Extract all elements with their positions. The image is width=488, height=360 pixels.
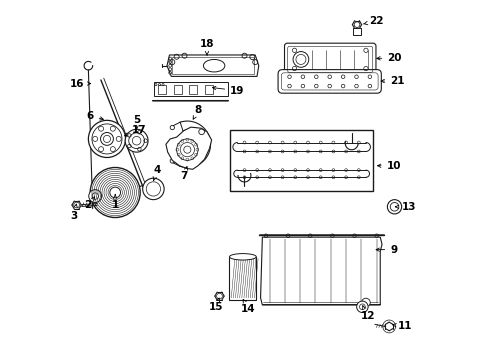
Text: 9: 9 [375, 245, 397, 255]
Text: 2: 2 [84, 197, 95, 210]
Circle shape [99, 126, 103, 131]
Circle shape [110, 147, 115, 152]
Polygon shape [166, 55, 258, 76]
Text: 8: 8 [193, 105, 201, 119]
Circle shape [361, 298, 369, 307]
Text: 22: 22 [363, 16, 383, 26]
Text: 10: 10 [377, 161, 400, 171]
Text: 14: 14 [240, 300, 255, 314]
Text: 20: 20 [376, 53, 401, 63]
Bar [205, 85, 213, 94]
Bar [229, 257, 256, 300]
Polygon shape [260, 237, 381, 305]
Bar [173, 85, 181, 94]
Text: 21: 21 [380, 76, 404, 86]
Circle shape [90, 167, 140, 217]
Circle shape [116, 136, 121, 141]
Ellipse shape [229, 253, 256, 260]
Text: 16: 16 [69, 78, 90, 89]
Text: 1: 1 [111, 194, 119, 210]
Text: 12: 12 [360, 306, 374, 321]
Text: 18: 18 [199, 39, 214, 55]
Bar [189, 85, 197, 94]
Circle shape [356, 301, 367, 312]
Bar [352, 28, 361, 35]
Text: 5: 5 [133, 115, 140, 129]
Circle shape [88, 190, 102, 203]
Text: 13: 13 [395, 202, 415, 212]
Bar [158, 85, 165, 94]
Circle shape [110, 126, 115, 131]
Bar [154, 82, 228, 96]
Circle shape [99, 147, 103, 152]
Circle shape [386, 200, 401, 214]
Text: 11: 11 [391, 321, 412, 332]
Text: 3: 3 [70, 204, 77, 221]
Bar [230, 130, 372, 191]
FancyBboxPatch shape [284, 43, 375, 76]
Circle shape [176, 139, 198, 160]
Polygon shape [165, 127, 211, 169]
Text: 15: 15 [208, 298, 223, 312]
FancyBboxPatch shape [278, 69, 381, 93]
Text: 7: 7 [180, 167, 187, 181]
Circle shape [93, 136, 98, 141]
Ellipse shape [203, 59, 224, 72]
Circle shape [292, 51, 308, 67]
Circle shape [88, 120, 125, 157]
Circle shape [142, 178, 164, 200]
Text: 4: 4 [153, 165, 161, 180]
Text: 17: 17 [124, 125, 146, 136]
Text: 6: 6 [86, 111, 103, 121]
Circle shape [125, 129, 148, 152]
Text: 19: 19 [212, 86, 244, 96]
Bar [172, 58, 253, 74]
